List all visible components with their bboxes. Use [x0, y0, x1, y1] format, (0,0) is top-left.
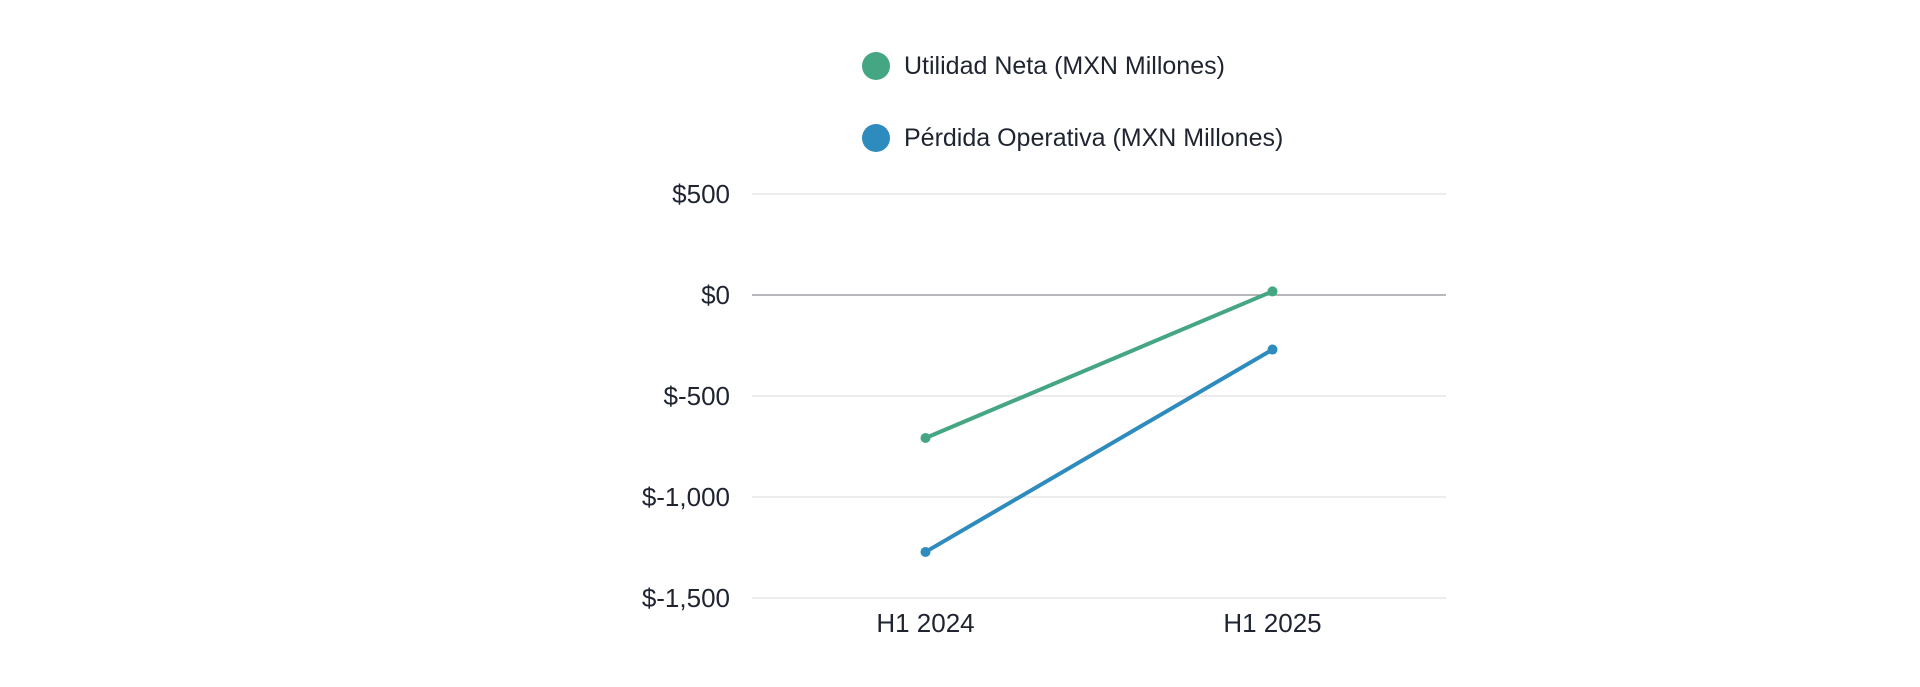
data-point — [1267, 344, 1278, 355]
series-line-0 — [923, 289, 1275, 441]
series-line-1 — [923, 347, 1275, 554]
legend-marker-perdida-operativa — [862, 124, 890, 152]
y-tick-label: $-1,000 — [642, 482, 730, 512]
legend-label-perdida-operativa: Pérdida Operativa (MXN Millones) — [904, 123, 1284, 152]
data-point — [1267, 286, 1278, 297]
y-tick-label: $-500 — [664, 381, 731, 411]
x-tick-label: H1 2024 — [876, 608, 974, 638]
y-tick-label: $0 — [701, 280, 730, 310]
y-tick-label: $500 — [672, 179, 730, 209]
legend-marker-utilidad-neta — [862, 52, 890, 80]
legend-label-utilidad-neta: Utilidad Neta (MXN Millones) — [904, 51, 1225, 80]
data-point — [920, 546, 931, 557]
legend-item-utilidad-neta[interactable]: Utilidad Neta (MXN Millones) — [862, 52, 1283, 80]
y-tick-label: $-1,500 — [642, 583, 730, 613]
legend-item-perdida-operativa[interactable]: Pérdida Operativa (MXN Millones) — [862, 124, 1283, 152]
chart-legend: Utilidad Neta (MXN Millones) Pérdida Ope… — [862, 52, 1283, 196]
x-tick-label: H1 2025 — [1223, 608, 1321, 638]
data-point — [920, 433, 931, 444]
